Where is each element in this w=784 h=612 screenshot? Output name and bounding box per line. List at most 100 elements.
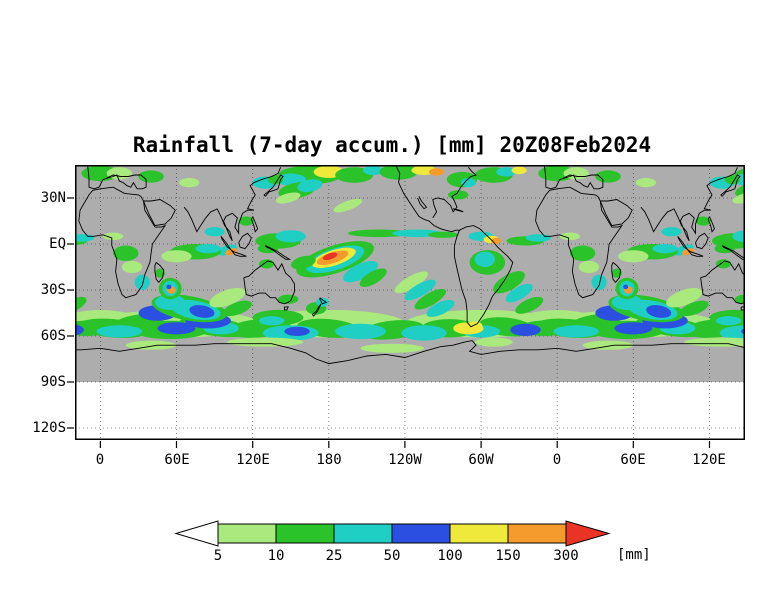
coastline-na_gulf_east [432, 167, 477, 219]
rain-region [96, 325, 143, 338]
colorbar-tick-label: 100 [437, 548, 463, 564]
rain-region [525, 234, 551, 242]
rain-region [333, 198, 363, 213]
coastline-chinacoast [246, 167, 282, 211]
y-tick-label: EQ [49, 236, 66, 252]
rain-region [714, 244, 735, 254]
colorbar-unit-label: [mm] [617, 547, 651, 563]
rain-region [414, 288, 447, 310]
coastline-cuba [452, 208, 464, 213]
coastline-newguinea [264, 245, 292, 260]
rain-region [661, 227, 682, 237]
coastline-seasia [216, 208, 254, 242]
rain-region [75, 324, 84, 336]
coastline-centralamerica [423, 218, 460, 233]
rain-region [401, 325, 447, 341]
x-tick-label: 0 [95, 452, 105, 468]
rain-region [493, 271, 525, 294]
x-tick-label: 120E [236, 452, 270, 468]
rain-region [515, 296, 544, 314]
colorbar-tick-label: 10 [267, 548, 285, 564]
map-data-layer [75, 165, 745, 365]
rain-region [102, 232, 124, 241]
rain-region [75, 296, 87, 314]
coastline-chinacoast [703, 167, 738, 211]
coastline-europe [544, 165, 604, 190]
rain-region [161, 250, 192, 263]
coastline-india [183, 206, 218, 233]
coastline-madagascar [154, 262, 165, 283]
rain-region [138, 170, 164, 183]
coastline-australia [243, 260, 295, 305]
colorbar-tick-label: 50 [383, 548, 401, 564]
rain-region [474, 337, 513, 347]
rain-region [113, 245, 139, 261]
rain-region [623, 284, 629, 290]
coastline-philippines [707, 216, 716, 233]
rain-region [179, 178, 200, 188]
colorbar-tick-label: 5 [213, 548, 223, 564]
rain-region [511, 166, 527, 175]
rain-region [275, 230, 306, 243]
rain-region [635, 178, 657, 188]
rain-region [297, 179, 323, 193]
rain-region [569, 245, 596, 261]
rain-region [510, 323, 541, 336]
colorbar-tick-label: 150 [495, 548, 521, 564]
rain-region [715, 259, 732, 269]
colorbar-tick-label: 25 [325, 548, 343, 564]
coastline-sumatra_java [220, 236, 247, 257]
rain-region [474, 251, 496, 267]
coastline-australia [700, 260, 745, 305]
rain-region [157, 322, 196, 335]
rain-region [715, 316, 742, 326]
rain-region [125, 340, 177, 350]
colorbar-segment [333, 523, 393, 544]
x-tick-label: 0 [552, 452, 562, 468]
coastline-nz_north [319, 297, 328, 305]
rain-region [342, 260, 379, 283]
rain-region [734, 294, 745, 304]
rain-region [284, 326, 310, 336]
y-tick-label: 120S [32, 420, 66, 436]
rain-region [614, 322, 653, 335]
rain-region [259, 316, 285, 326]
coastline-antarctica [557, 343, 745, 352]
rain-region [695, 216, 711, 226]
colorbar-segment [217, 523, 277, 544]
rain-region [335, 323, 386, 340]
coastline-borneo [695, 232, 709, 250]
colorbar-right-arrow [565, 520, 611, 547]
coastline-tasmania [283, 306, 289, 311]
rain-region [404, 279, 436, 301]
x-tick-label: 120E [692, 452, 726, 468]
coastline-seasia [673, 208, 711, 242]
rain-region [553, 325, 599, 338]
rain-region [652, 244, 678, 254]
rain-region [238, 216, 254, 226]
coastline-nz_south [311, 303, 322, 317]
y-tick-label: 90S [40, 374, 66, 390]
rain-region [316, 297, 329, 307]
rain-region [505, 283, 533, 303]
rain-region [618, 250, 649, 263]
rain-region [582, 340, 634, 350]
y-tick-label: 60S [40, 328, 66, 344]
rain-region [363, 165, 384, 175]
rain-region [291, 255, 316, 270]
coastline-africa [535, 186, 624, 299]
colorbar-segment [275, 523, 335, 544]
rain-region [448, 190, 469, 200]
rain-region [427, 231, 459, 238]
rain-region [155, 294, 186, 310]
rain-region [166, 284, 172, 290]
rain-region [322, 252, 338, 261]
colorbar-segment [391, 523, 451, 544]
colorbar-segment [507, 523, 567, 544]
coastline-philippines [250, 216, 259, 233]
rain-region [359, 268, 387, 287]
x-tick-label: 60E [164, 452, 190, 468]
rain-region [666, 287, 703, 308]
x-tick-label: 120W [388, 452, 422, 468]
y-tick-label: 30N [40, 190, 66, 206]
